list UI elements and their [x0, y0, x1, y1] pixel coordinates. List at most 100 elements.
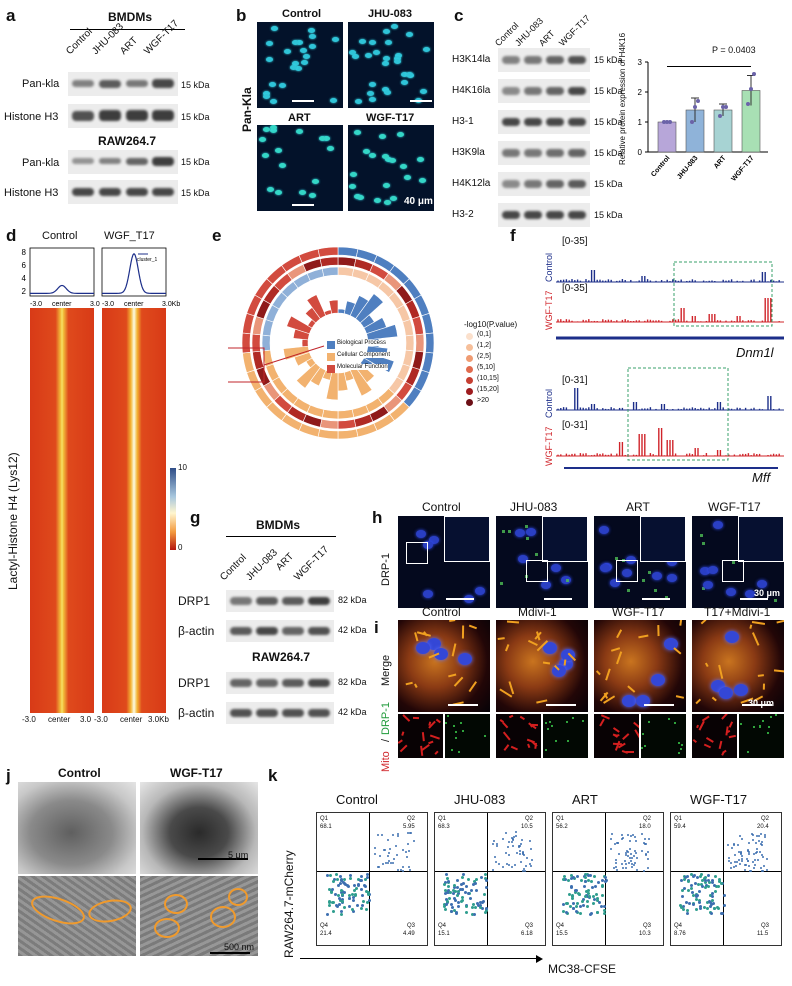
e-cat-label: Molecular Function [337, 364, 388, 370]
i-nucleus [724, 631, 739, 644]
k-event [386, 839, 389, 842]
k-event [528, 840, 531, 843]
c-band [524, 56, 542, 64]
k-event [697, 889, 701, 893]
d-x-tick: center [124, 301, 144, 306]
k-event [600, 905, 604, 909]
k-event [587, 894, 591, 898]
data-point [724, 105, 728, 109]
k-event [695, 897, 699, 901]
k-event [448, 896, 452, 900]
i-mito-signal [402, 714, 411, 721]
k-event [703, 879, 707, 883]
i-nucleus [543, 642, 558, 655]
k-event [625, 852, 628, 855]
nucleus [406, 71, 414, 77]
i-mito-filament [414, 683, 418, 688]
i-scale-bar [644, 704, 674, 706]
b-image-control [257, 22, 343, 108]
k-event [728, 860, 731, 863]
k-event [592, 897, 596, 901]
nucleus [366, 90, 374, 96]
i-drp-signal [571, 717, 574, 720]
k-q1-name: Q1 [320, 816, 329, 822]
a-row-h3: Histone H3 [4, 111, 59, 123]
k-event [682, 905, 686, 909]
i-mito-channel-1 [398, 714, 443, 758]
c-ylabel: Relative protein expression of H4K16 [618, 32, 627, 165]
j-scale-bar-1 [198, 858, 248, 860]
k-event [574, 890, 578, 894]
g-blot [226, 702, 334, 724]
k-q1-value: 68.1 [320, 824, 332, 830]
g-band [230, 627, 252, 635]
g-blot [226, 590, 334, 612]
c-band [546, 87, 564, 95]
k-event [496, 842, 499, 845]
k-event [521, 850, 524, 853]
i-nucleus [458, 653, 473, 666]
i-drp-signal [678, 752, 681, 755]
k-event [716, 907, 720, 911]
h-nucleus [699, 566, 710, 575]
k-event [511, 840, 514, 843]
k-event [683, 886, 687, 890]
k-event [734, 865, 737, 868]
g-band [256, 627, 278, 635]
k-event [506, 845, 509, 848]
k-event [507, 864, 510, 867]
e-pvalue-ring [319, 418, 339, 430]
d-bx-2: center [48, 715, 71, 724]
k-event [710, 911, 713, 915]
k-event [395, 853, 398, 856]
k-event [365, 875, 369, 879]
k-event [515, 834, 518, 837]
c-band [546, 118, 564, 126]
k-cond-label: ART [572, 792, 598, 807]
k-event [630, 865, 633, 868]
k-event [698, 901, 702, 905]
k-event [397, 833, 400, 835]
nucleus [382, 154, 390, 160]
k-event [462, 881, 466, 885]
i-ylabel-slash: / [380, 738, 392, 742]
c-lane-3: ART [536, 28, 557, 48]
k-event [587, 888, 591, 892]
k-event [754, 859, 757, 862]
k-event [463, 891, 467, 895]
f-genome-tracks [556, 261, 784, 469]
i-drp-signal [545, 749, 548, 752]
k-event [406, 832, 409, 835]
k-event [507, 840, 510, 843]
k-event [520, 843, 523, 846]
k-event [583, 884, 587, 888]
h-drp-puncta [731, 560, 735, 564]
nucleus [318, 135, 326, 141]
k-event [353, 888, 357, 892]
i-mito-signal [434, 751, 439, 755]
panel-label-e: e [212, 226, 222, 245]
k-event [483, 893, 487, 897]
i-mito-signal [422, 732, 426, 742]
k-event [755, 848, 758, 851]
nucleus [358, 39, 366, 45]
k-event [449, 909, 453, 913]
k-event [476, 901, 480, 905]
k-event [348, 896, 352, 900]
nucleus [308, 192, 316, 198]
i-mito-filament [454, 676, 464, 687]
k-event [609, 848, 612, 851]
nucleus [326, 145, 334, 151]
k-event [447, 889, 451, 893]
i-mito-filament [751, 620, 765, 625]
e-pvalue-ring [337, 256, 357, 268]
nucleus [331, 36, 339, 42]
nucleus [401, 79, 409, 85]
k-event [337, 893, 341, 897]
k-event [595, 897, 599, 901]
k-event [340, 877, 344, 881]
a-title-rule [70, 29, 185, 30]
e-mid-ring [337, 409, 355, 420]
k-event [616, 841, 619, 844]
